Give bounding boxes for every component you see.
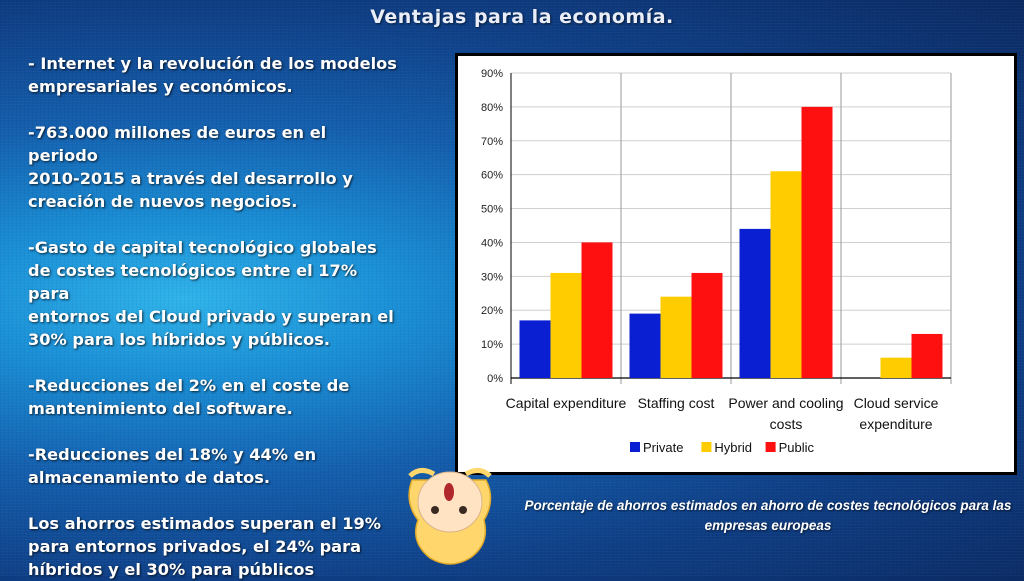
x-tick-label: expenditure [859, 416, 932, 432]
bar-chart-svg: 0% 10% 20% 30% 40% 50% 60% 70% 80% 90% Capital exp… [481, 68, 952, 455]
bar-public [801, 106, 833, 378]
legend-label-public: Public [779, 440, 815, 455]
bar-public [581, 242, 613, 378]
y-tick-label: 10% [481, 339, 503, 351]
cartoon-character-icon [408, 468, 492, 565]
y-tick-label: 20% [481, 305, 503, 317]
y-tick-label: 40% [481, 237, 503, 249]
bar-private [519, 320, 551, 378]
legend-swatch-public [765, 442, 776, 452]
bar-hybrid [550, 272, 582, 378]
bar-private [629, 313, 661, 378]
x-tick-label: Capital expenditure [506, 395, 627, 411]
legend-swatch-hybrid [701, 442, 712, 452]
x-tick-label: Staffing cost [638, 395, 715, 411]
y-tick-label: 50% [481, 204, 503, 216]
y-tick-label: 70% [481, 136, 503, 148]
y-tick-label: 60% [481, 170, 503, 182]
y-tick-label: 0% [487, 373, 503, 385]
bar-public [691, 272, 723, 378]
paragraph-almacenamiento: -Reducciones del 18% y 44% en almacenami… [28, 445, 317, 487]
bar-hybrid [770, 171, 802, 378]
body-text: - Internet y la revolución de los modelo… [28, 52, 400, 581]
x-tick-label: costs [770, 416, 803, 432]
x-tick-label: Power and cooling [728, 395, 843, 411]
bar-chart: 0% 10% 20% 30% 40% 50% 60% 70% 80% 90% Capital exp… [455, 53, 1017, 475]
x-tick-label: Cloud service [854, 395, 939, 411]
paragraph-ahorros: Los ahorros estimados superan el 19% par… [28, 514, 382, 579]
slide-title: Ventajas para la economía. [370, 6, 674, 28]
legend-swatch-private [630, 442, 640, 452]
legend-label-hybrid: Hybrid [714, 440, 752, 455]
bar-hybrid [660, 296, 692, 378]
chart-caption: Porcentaje de ahorros estimados en ahorr… [524, 498, 1012, 533]
legend-label-private: Private [643, 440, 683, 455]
paragraph-millones: -763.000 millones de euros en el periodo… [28, 123, 353, 211]
bar-private [739, 228, 771, 378]
paragraph-internet: - Internet y la revolución de los modelo… [28, 54, 397, 96]
paragraph-mantenimiento: -Reducciones del 2% en el coste de mante… [28, 376, 350, 418]
bar-public [911, 333, 943, 378]
paragraph-gasto-capital: -Gasto de capital tecnológico globales d… [28, 238, 394, 349]
bar-hybrid [880, 357, 912, 378]
y-tick-label: 90% [481, 68, 503, 80]
y-tick-label: 80% [481, 102, 503, 114]
y-tick-label: 30% [481, 271, 503, 283]
